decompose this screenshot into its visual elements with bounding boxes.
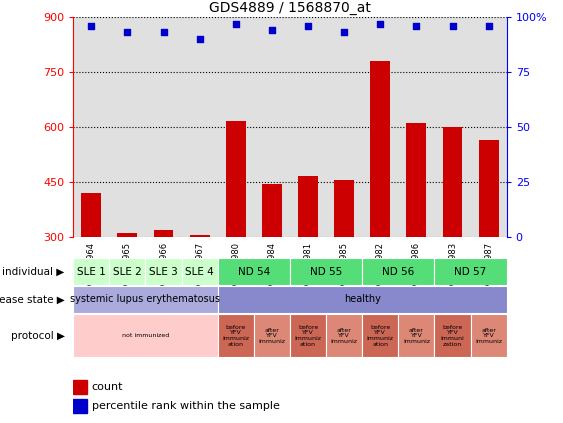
Bar bbox=[118, 233, 137, 237]
Bar bbox=[73, 258, 109, 285]
Text: not immunized: not immunized bbox=[122, 333, 169, 338]
Bar bbox=[145, 17, 181, 237]
Text: count: count bbox=[92, 382, 123, 392]
Point bbox=[195, 36, 204, 42]
Bar bbox=[399, 17, 435, 237]
Bar bbox=[73, 380, 87, 393]
Text: before
YFV
immuniz
ation: before YFV immuniz ation bbox=[367, 325, 394, 347]
Bar bbox=[226, 121, 245, 237]
Bar bbox=[406, 123, 426, 237]
Text: SLE 2: SLE 2 bbox=[113, 266, 142, 277]
Bar bbox=[190, 235, 209, 237]
Bar bbox=[326, 314, 362, 357]
Text: after
YFV
immuniz: after YFV immuniz bbox=[258, 327, 285, 344]
Point bbox=[448, 22, 457, 29]
Point bbox=[267, 27, 276, 33]
Bar bbox=[109, 258, 145, 285]
Bar bbox=[181, 258, 218, 285]
Bar bbox=[399, 314, 435, 357]
Text: after
YFV
immuniz: after YFV immuniz bbox=[330, 327, 358, 344]
Bar bbox=[218, 17, 254, 237]
Bar bbox=[435, 314, 471, 357]
Text: SLE 4: SLE 4 bbox=[185, 266, 214, 277]
Bar bbox=[435, 258, 507, 285]
Bar bbox=[443, 127, 462, 237]
Bar bbox=[218, 258, 290, 285]
Bar bbox=[370, 61, 390, 237]
Bar bbox=[145, 258, 181, 285]
Bar bbox=[362, 314, 399, 357]
Bar bbox=[298, 176, 318, 237]
Point bbox=[484, 22, 493, 29]
Text: before
YFV
immuniz
ation: before YFV immuniz ation bbox=[294, 325, 321, 347]
Point bbox=[303, 22, 312, 29]
Point bbox=[159, 29, 168, 36]
Text: ND 54: ND 54 bbox=[238, 266, 270, 277]
Text: ND 56: ND 56 bbox=[382, 266, 414, 277]
Bar bbox=[479, 140, 499, 237]
Bar bbox=[154, 230, 173, 237]
Text: ND 57: ND 57 bbox=[454, 266, 486, 277]
Bar bbox=[73, 17, 109, 237]
Bar bbox=[435, 17, 471, 237]
Bar bbox=[254, 17, 290, 237]
Text: SLE 1: SLE 1 bbox=[77, 266, 106, 277]
Bar bbox=[81, 193, 101, 237]
Point bbox=[87, 22, 96, 29]
Text: healthy: healthy bbox=[344, 294, 381, 305]
Text: systemic lupus erythematosus: systemic lupus erythematosus bbox=[70, 294, 221, 305]
Text: after
YFV
immuniz: after YFV immuniz bbox=[403, 327, 430, 344]
Text: SLE 3: SLE 3 bbox=[149, 266, 178, 277]
Point bbox=[123, 29, 132, 36]
Bar bbox=[109, 17, 145, 237]
Point bbox=[376, 20, 385, 27]
Bar bbox=[334, 180, 354, 237]
Title: GDS4889 / 1568870_at: GDS4889 / 1568870_at bbox=[209, 0, 371, 14]
Bar bbox=[362, 258, 435, 285]
Bar bbox=[326, 17, 362, 237]
Bar bbox=[73, 399, 87, 413]
Bar bbox=[471, 314, 507, 357]
Bar bbox=[290, 17, 326, 237]
Text: percentile rank within the sample: percentile rank within the sample bbox=[92, 401, 280, 411]
Text: protocol ▶: protocol ▶ bbox=[11, 331, 65, 341]
Point bbox=[231, 20, 240, 27]
Point bbox=[339, 29, 348, 36]
Bar bbox=[218, 314, 254, 357]
Text: before
YFV
immuniz
ation: before YFV immuniz ation bbox=[222, 325, 249, 347]
Text: before
YFV
immuni
zation: before YFV immuni zation bbox=[441, 325, 464, 347]
Text: individual ▶: individual ▶ bbox=[2, 266, 65, 277]
Bar bbox=[471, 17, 507, 237]
Text: disease state ▶: disease state ▶ bbox=[0, 294, 65, 305]
Text: ND 55: ND 55 bbox=[310, 266, 342, 277]
Bar bbox=[290, 314, 326, 357]
Bar bbox=[362, 17, 399, 237]
Bar bbox=[254, 314, 290, 357]
Bar bbox=[73, 286, 218, 313]
Bar bbox=[181, 17, 218, 237]
Point bbox=[412, 22, 421, 29]
Bar bbox=[262, 184, 282, 237]
Bar bbox=[290, 258, 362, 285]
Bar bbox=[218, 286, 507, 313]
Bar bbox=[73, 314, 218, 357]
Text: after
YFV
immuniz: after YFV immuniz bbox=[475, 327, 502, 344]
